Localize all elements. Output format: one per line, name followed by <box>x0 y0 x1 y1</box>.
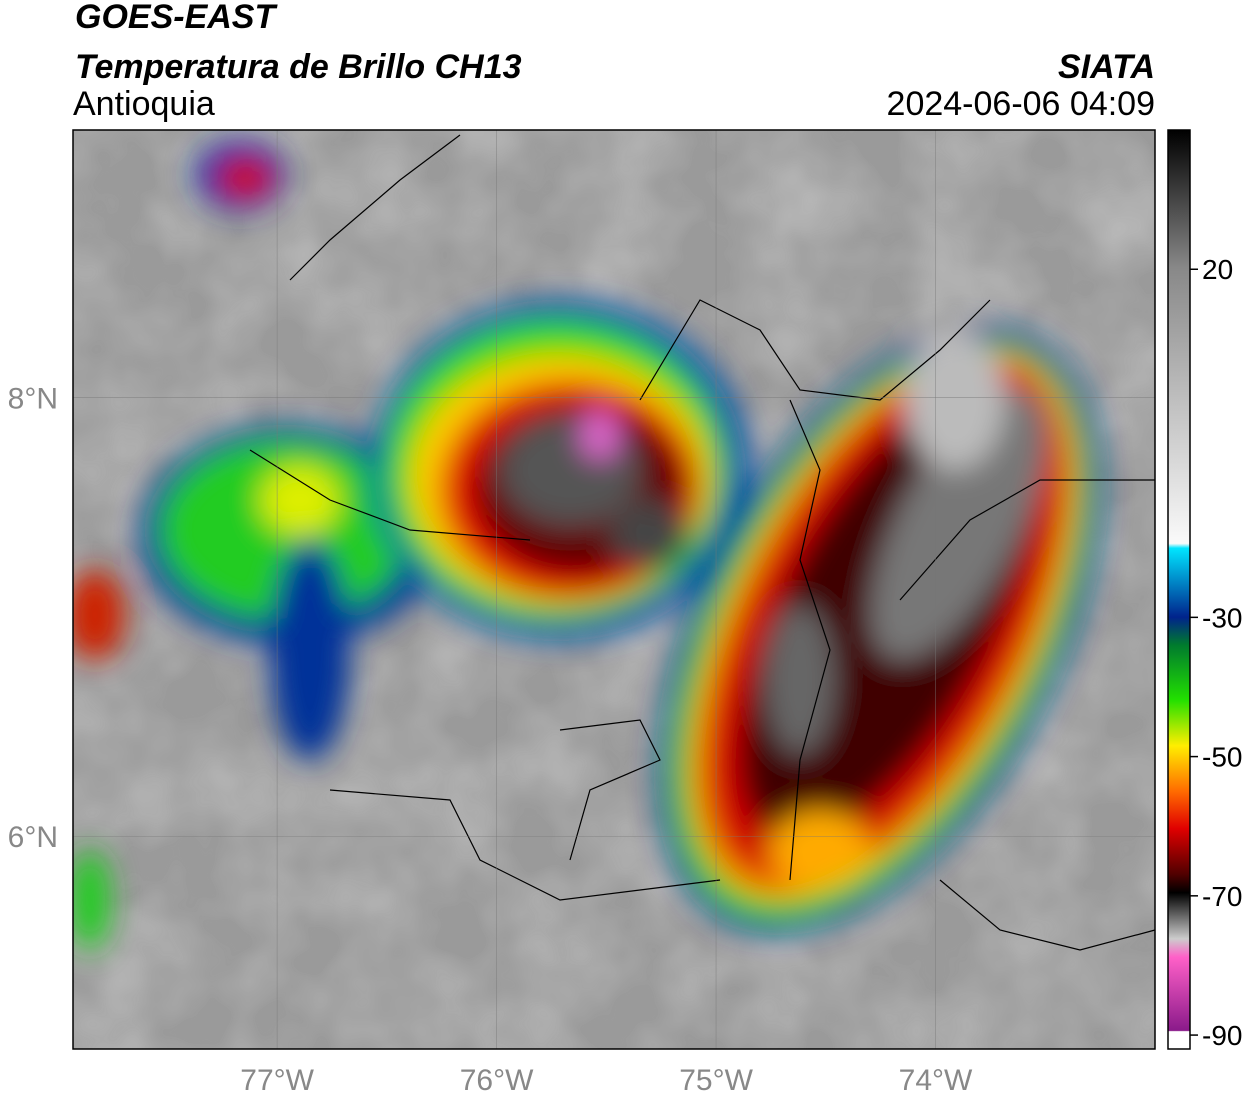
colorbar-tick-label: -30 <box>1202 602 1242 633</box>
title: GOES-EAST <box>75 0 278 36</box>
y-tick-label: 8°N <box>8 383 58 416</box>
colorbar <box>1167 129 1191 1050</box>
boundaries <box>249 134 1155 951</box>
subtitle: Temperatura de Brillo CH13 <box>75 48 522 86</box>
map-frame <box>72 129 1156 1050</box>
satellite-image <box>73 130 1155 1049</box>
grid <box>73 130 1155 1049</box>
region: Antioquia <box>73 85 215 123</box>
timestamp: 2024-06-06 04:09 <box>887 85 1155 123</box>
x-tick-label: 75°W <box>679 1064 753 1097</box>
y-tick-label: 6°N <box>8 821 58 854</box>
x-tick-label: 77°W <box>240 1064 314 1097</box>
colorbar-tick-label: -90 <box>1202 1020 1242 1051</box>
colorbar-tick-label: 20 <box>1202 254 1233 285</box>
x-tick-label: 74°W <box>899 1064 973 1097</box>
colorbar-tick-label: -50 <box>1202 742 1242 773</box>
x-tick-label: 76°W <box>460 1064 534 1097</box>
source: SIATA <box>1058 48 1155 86</box>
colorbar-tick-label: -70 <box>1202 881 1242 912</box>
